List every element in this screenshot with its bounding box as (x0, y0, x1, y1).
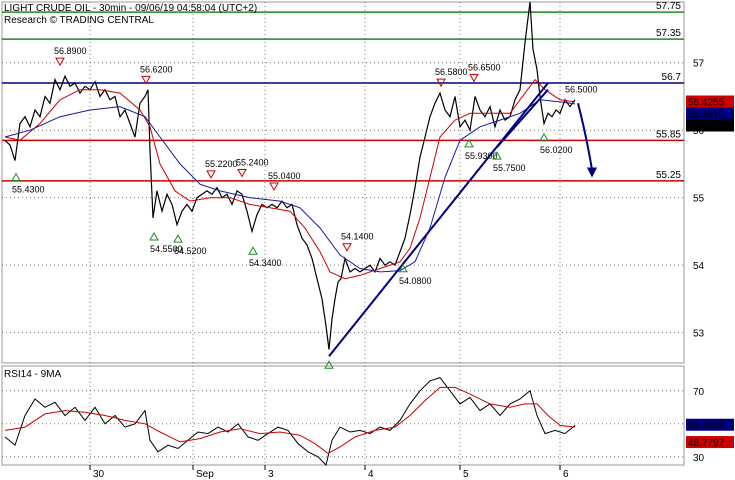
annotation-label: 56.0200 (540, 145, 573, 155)
support-marker (149, 232, 159, 241)
x-tick-label: 6 (563, 469, 569, 480)
rsi-panel-title: RSI14 - 9MA (4, 369, 62, 380)
annotation-label: 56.8900 (54, 46, 87, 56)
annotation-label: 54.1400 (341, 232, 374, 242)
price-tag-bg (686, 436, 734, 449)
resistance-marker (342, 243, 352, 252)
x-tick-label: Sep (196, 469, 214, 480)
support-marker (11, 172, 21, 182)
series-rsi (4, 377, 576, 466)
annotation-label: 55.2200 (205, 159, 238, 169)
x-axis: 30 Sep 3 4 5 6 (89, 465, 569, 480)
horizontal-levels: 57.75 57.35 56.7 55.85 55.25 (2, 1, 684, 182)
annotation-label: 55.9300 (465, 151, 498, 161)
x-tick-label: 3 (268, 469, 274, 480)
annotation-label: 54.0800 (399, 276, 432, 286)
trend-line (496, 89, 549, 148)
price-y-tick-label: 57 (693, 59, 705, 70)
price-tag-label: 56.3912 (688, 109, 725, 120)
price-tag-bg (686, 95, 734, 108)
level-label: 57.35 (656, 28, 681, 39)
series-rsi_ma (4, 386, 576, 454)
price-tag-bg (686, 119, 734, 132)
resistance-marker (206, 170, 216, 179)
annotation-label: 55.2400 (236, 157, 269, 167)
price-y-tick-label: 54 (693, 261, 705, 272)
x-tick-label: 4 (368, 469, 374, 480)
chart-subtitle: Research © TRADING CENTRAL (4, 15, 154, 26)
rsi-series (4, 377, 576, 466)
price-tag-bg (686, 418, 734, 431)
annotation-label: 56.6500 (468, 62, 501, 72)
level-label: 55.85 (656, 129, 681, 140)
price-series (4, 1, 576, 350)
trend-lines (328, 82, 597, 357)
annotation-label: 54.5500 (150, 244, 183, 254)
resistance-marker (436, 78, 446, 88)
support-marker (324, 360, 334, 369)
price-y-tick-label: 55 (693, 194, 705, 205)
support-marker (173, 234, 183, 243)
level-label: 55.25 (656, 170, 681, 181)
annotation-label: 55.4300 (12, 185, 45, 195)
price-tag-label: 49.3949 (688, 421, 725, 432)
price-tag-label: 56.38 (688, 121, 713, 132)
resistance-marker (237, 168, 247, 178)
trend-line (328, 82, 549, 357)
resistance-marker (55, 57, 65, 67)
x-tick-label: 30 (93, 469, 105, 480)
rsi-y-tick-label: 70 (693, 387, 705, 398)
support-marker (398, 263, 408, 273)
resistance-marker (269, 182, 279, 191)
rsi-panel-frame (1, 365, 685, 466)
chart-title: LIGHT CRUDE OIL - 30min - 09/06/19 04:58… (4, 3, 257, 14)
forecast-arrow-head (587, 167, 597, 178)
support-marker (464, 138, 474, 148)
price-tag-bg (686, 107, 734, 120)
price-tag-label: 48.7797 (688, 438, 725, 449)
annotation-label: 56.5000 (565, 84, 598, 94)
price-grid (2, 2, 684, 363)
price-tag-label: 56.4255 (688, 97, 725, 108)
annotation-label: 55.7500 (493, 163, 526, 173)
price-y-tick-label: 56 (693, 126, 705, 137)
level-label: 56.7 (662, 72, 682, 83)
series-ma_red (4, 78, 576, 280)
support-marker (248, 246, 258, 255)
annotation-label: 54.3400 (249, 258, 282, 268)
series-ma_blue (4, 99, 576, 273)
forecast-arrow-shaft (577, 102, 593, 170)
price-y-tick-label: 53 (693, 329, 705, 340)
price-panel-frame (1, 1, 685, 364)
level-label: 57.75 (656, 1, 681, 12)
resistance-marker (141, 75, 151, 85)
annotation-label: 56.5800 (435, 67, 468, 77)
resistance-marker (469, 73, 479, 83)
rsi-grid (2, 366, 684, 465)
x-tick-label: 5 (463, 469, 469, 480)
annotation-label: 56.6200 (140, 64, 173, 74)
support-marker (539, 132, 549, 142)
support-marker (492, 151, 502, 160)
series-price (4, 1, 576, 350)
rsi-y-tick-label: 30 (693, 453, 705, 464)
annotation-label: 55.0400 (268, 171, 301, 181)
annotation-label: 54.5200 (174, 246, 207, 256)
